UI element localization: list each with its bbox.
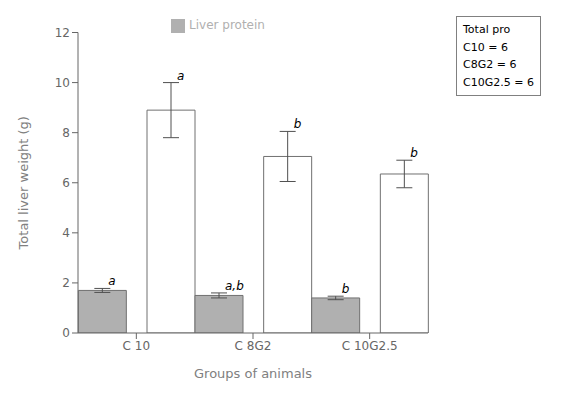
svg-text:a: a	[177, 69, 184, 83]
html-text:C10 = 6: C10 = 6	[463, 40, 508, 54]
svg-text:6: 6	[62, 176, 70, 190]
html-text:C8G2 = 6: C8G2 = 6	[463, 58, 517, 72]
svg-text:2: 2	[62, 276, 70, 290]
svg-text:10: 10	[55, 76, 70, 90]
svg-text:C 10G2.5: C 10G2.5	[342, 339, 398, 353]
svg-text:C 10: C 10	[123, 339, 150, 353]
svg-text:a,b: a,b	[225, 279, 244, 293]
svg-text:0: 0	[62, 326, 70, 340]
html-text:C10G2.5 = 6: C10G2.5 = 6	[463, 75, 534, 89]
svg-text:a: a	[108, 274, 115, 288]
svg-text:Groups of animals: Groups of animals	[194, 366, 312, 381]
svg-text:b: b	[342, 282, 350, 296]
html-text:Liver protein: Liver protein	[189, 18, 265, 32]
svg-text:12: 12	[55, 26, 70, 40]
svg-text:8: 8	[62, 126, 70, 140]
svg-text:C 8G2: C 8G2	[235, 339, 272, 353]
svg-text:Total liver weight (g): Total liver weight (g)	[16, 116, 31, 250]
svg-text:b: b	[410, 146, 418, 160]
svg-text:4: 4	[62, 226, 70, 240]
svg-text:b: b	[294, 117, 302, 131]
html-text:Total pro: Total pro	[463, 23, 511, 36]
